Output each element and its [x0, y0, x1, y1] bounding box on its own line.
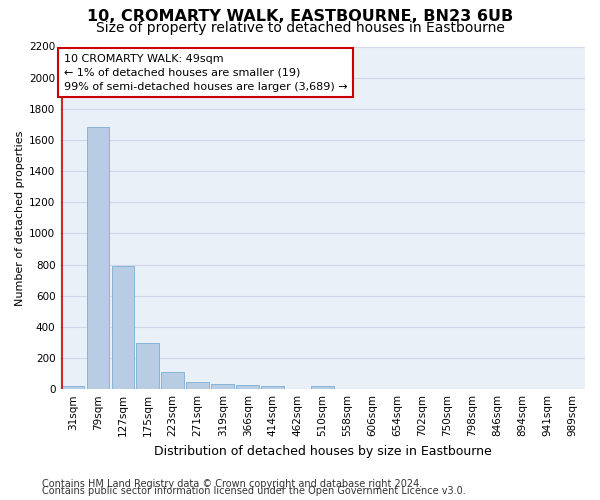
Text: Contains public sector information licensed under the Open Government Licence v3: Contains public sector information licen…: [42, 486, 466, 496]
Bar: [211, 384, 234, 389]
Bar: [62, 386, 84, 389]
Bar: [187, 382, 209, 389]
Y-axis label: Number of detached properties: Number of detached properties: [15, 130, 25, 306]
Text: Size of property relative to detached houses in Eastbourne: Size of property relative to detached ho…: [95, 21, 505, 35]
Bar: [236, 386, 259, 389]
Text: Contains HM Land Registry data © Crown copyright and database right 2024.: Contains HM Land Registry data © Crown c…: [42, 479, 422, 489]
Bar: [262, 386, 284, 389]
Text: 10, CROMARTY WALK, EASTBOURNE, BN23 6UB: 10, CROMARTY WALK, EASTBOURNE, BN23 6UB: [87, 9, 513, 24]
Bar: [112, 266, 134, 389]
Text: 10 CROMARTY WALK: 49sqm
← 1% of detached houses are smaller (19)
99% of semi-det: 10 CROMARTY WALK: 49sqm ← 1% of detached…: [64, 54, 347, 92]
Bar: [161, 372, 184, 389]
Bar: [86, 128, 109, 389]
Bar: [311, 386, 334, 389]
Bar: [136, 343, 159, 389]
X-axis label: Distribution of detached houses by size in Eastbourne: Distribution of detached houses by size …: [154, 444, 491, 458]
